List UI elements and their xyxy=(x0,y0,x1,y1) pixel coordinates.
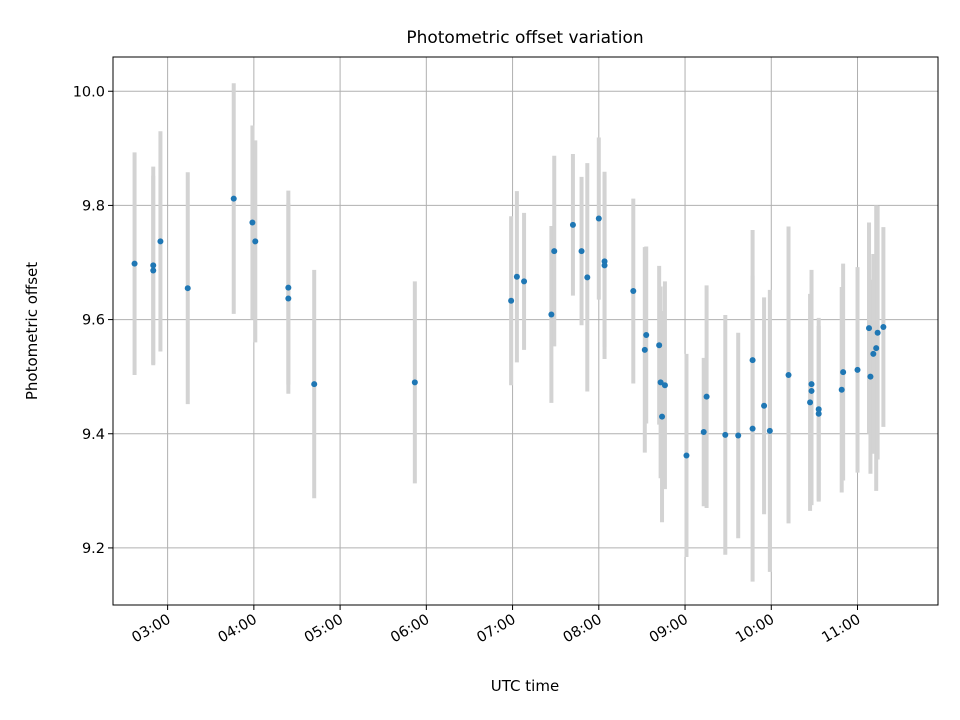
data-point xyxy=(874,329,881,336)
data-point xyxy=(785,371,792,378)
data-point xyxy=(249,219,256,226)
y-tick-label: 9.4 xyxy=(82,427,105,443)
data-point xyxy=(521,278,528,285)
data-point xyxy=(807,399,814,406)
data-point xyxy=(569,221,576,228)
data-point xyxy=(867,373,874,380)
data-point xyxy=(285,284,292,291)
data-point xyxy=(659,413,666,420)
y-tick-label: 9.2 xyxy=(82,541,105,557)
data-point xyxy=(657,379,664,386)
data-point xyxy=(595,215,602,222)
data-point xyxy=(866,325,873,332)
data-point xyxy=(508,297,515,304)
data-point xyxy=(766,427,773,434)
data-point xyxy=(548,311,555,318)
y-tick-label: 9.8 xyxy=(82,198,105,214)
data-point xyxy=(838,386,845,393)
data-point xyxy=(703,393,710,400)
data-point xyxy=(578,248,585,255)
data-point xyxy=(150,262,157,269)
data-point xyxy=(735,432,742,439)
data-point xyxy=(749,357,756,364)
data-point xyxy=(854,366,861,373)
data-point xyxy=(131,260,138,267)
data-point xyxy=(656,342,663,349)
data-point xyxy=(150,267,157,274)
data-point xyxy=(880,324,887,331)
data-point xyxy=(683,452,690,459)
data-point xyxy=(641,346,648,353)
data-point xyxy=(700,429,707,436)
data-point xyxy=(411,379,418,386)
y-tick-label: 10.0 xyxy=(73,84,105,100)
data-point xyxy=(808,381,815,388)
data-point xyxy=(584,274,591,281)
x-axis-label: UTC time xyxy=(491,677,559,695)
y-tick-label: 9.6 xyxy=(82,313,105,329)
data-points xyxy=(131,195,887,459)
data-point xyxy=(722,431,729,438)
data-point xyxy=(815,406,822,413)
data-point xyxy=(808,387,815,394)
data-point xyxy=(749,425,756,432)
data-point xyxy=(601,262,608,269)
data-point xyxy=(551,248,558,255)
y-axis-ticks: 9.2 9.4 9.6 9.8 10.0 xyxy=(73,84,113,557)
data-point xyxy=(873,345,880,352)
data-point xyxy=(761,402,768,409)
data-point xyxy=(840,369,847,376)
data-point xyxy=(311,381,318,388)
chart-title: Photometric offset variation xyxy=(406,28,643,48)
data-point xyxy=(184,285,191,292)
data-point xyxy=(630,288,637,295)
data-point xyxy=(643,331,650,338)
data-point xyxy=(815,410,822,417)
data-point xyxy=(870,350,877,357)
data-point xyxy=(252,238,259,245)
data-point xyxy=(661,382,668,389)
y-axis-label: Photometric offset xyxy=(23,262,41,400)
data-point xyxy=(513,273,520,280)
data-point xyxy=(157,238,164,245)
data-point xyxy=(230,195,237,202)
data-point xyxy=(285,295,292,302)
plot-area-frame xyxy=(112,56,939,606)
